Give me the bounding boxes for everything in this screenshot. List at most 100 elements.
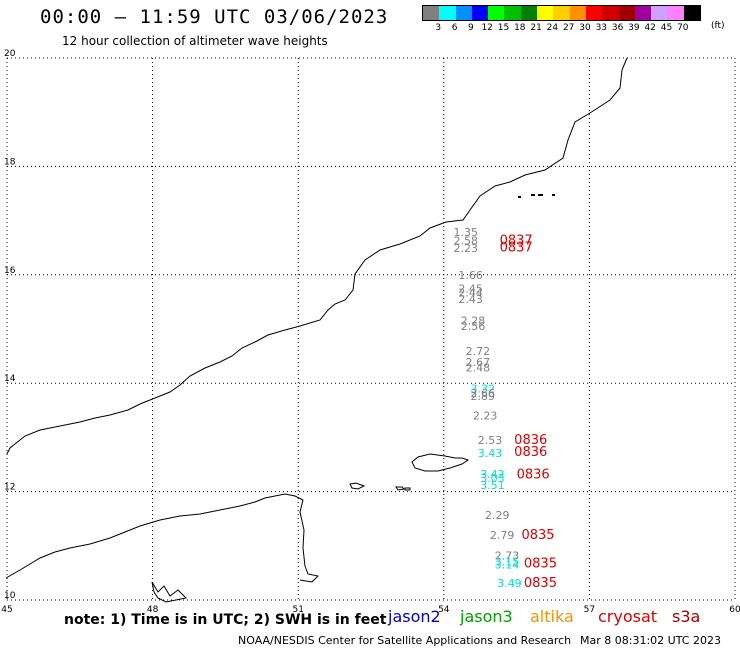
pass-time-label: 0836	[514, 433, 547, 448]
footer-note: note: 1) Time is in UTC; 2) SWH is in fe…	[64, 612, 387, 628]
pass-time-label: 0836	[517, 468, 550, 483]
legend-label: 45	[660, 23, 673, 33]
legend-label: 30	[579, 23, 591, 33]
wave-height-value: 3.43	[478, 447, 503, 460]
islet-e	[531, 194, 535, 196]
somali-coastline	[5, 493, 320, 583]
legend-swatch	[602, 6, 619, 20]
lat-tick-label: 20	[4, 49, 16, 59]
wave-height-value: 2.53	[478, 434, 503, 447]
wave-height-value: 1.35	[454, 226, 479, 239]
wave-height-value: 3.32	[470, 382, 495, 395]
wave-height-value: 3.42	[480, 468, 505, 481]
wave-height-value: 2.67	[466, 356, 491, 369]
socotra-island	[411, 453, 470, 472]
legend-swatch	[520, 6, 538, 20]
lat-tick-label: 16	[4, 266, 16, 276]
lat-tick-label: 18	[4, 157, 16, 167]
wave-height-value: 2.73	[495, 549, 520, 562]
lon-tick-label: 57	[584, 605, 595, 615]
generated-timestamp: Mar 8 08:31:02 UTC 2023	[580, 634, 721, 647]
coastline	[5, 57, 628, 603]
islet-d	[518, 196, 521, 198]
pass-time-label: 0837	[500, 240, 533, 255]
legend-swatch	[585, 6, 603, 20]
lon-tick-label: 45	[1, 605, 12, 615]
legend-swatch	[667, 6, 684, 20]
map-subtitle: 12 hour collection of altimeter wave hei…	[62, 34, 328, 48]
legend-swatch	[553, 6, 570, 20]
wave-height-value: 2.45	[458, 283, 483, 296]
wave-height-value: 3.03	[480, 472, 505, 485]
lon-tick-label: 60	[729, 605, 740, 615]
color-legend: 3 6 9 12 15 18 21 24 27 30 33 36 39 42 45 70	[422, 5, 702, 35]
legend-swatches	[422, 5, 702, 21]
legend-label: 36	[611, 23, 624, 33]
satellite-s3a: s3a	[672, 607, 701, 626]
wave-height-value: 2.66	[470, 387, 495, 400]
wave-height-value: 2.79	[490, 529, 515, 542]
credit-line: NOAA/NESDIS Center for Satellite Applica…	[238, 634, 572, 647]
legend-labels: 3 6 9 12 15 18 21 24 27 30 33 36 39 42 45 70	[422, 21, 701, 35]
legend-unit: (ft)	[711, 21, 725, 31]
legend-swatch	[504, 6, 521, 20]
lon-tick-label: 51	[292, 605, 303, 615]
legend-label: 33	[595, 23, 608, 33]
map-title: 00:00 – 11:59 UTC 03/06/2023	[40, 6, 389, 28]
wave-height-value: 2.89	[470, 390, 495, 403]
legend-swatch	[618, 6, 635, 20]
observations: 1.352.582.231.662.452.442.432.282.562.72…	[454, 226, 557, 591]
wave-height-value: 2.43	[458, 293, 483, 306]
wave-height-value: 2.44	[458, 286, 483, 299]
wave-height-value: 3.51	[480, 479, 505, 492]
satellite-jason3: jason3	[460, 607, 513, 626]
legend-label: 42	[644, 23, 656, 33]
arabian-coastline	[6, 57, 628, 455]
satellite-jason2: jason2	[388, 607, 441, 626]
legend-swatch	[455, 6, 472, 20]
wave-height-value: 2.23	[473, 410, 498, 423]
legend-swatch	[537, 6, 554, 20]
lon-tick-label: 54	[438, 605, 450, 615]
legend-label: 24	[546, 23, 559, 33]
wave-height-value: 3.15	[495, 555, 520, 568]
wave-height-value: 2.56	[461, 320, 486, 333]
islet-b	[395, 486, 406, 491]
legend-label: 15	[497, 23, 510, 33]
islet-c	[404, 487, 411, 491]
legend-swatch	[423, 6, 440, 20]
legend-label: 3	[435, 23, 442, 33]
kuria-muria-islands	[518, 194, 555, 198]
wave-height-value: 2.72	[466, 345, 491, 358]
wave-height-value: 1.66	[458, 269, 483, 282]
wave-height-value: 2.58	[454, 234, 479, 247]
satellite-altika: altika	[530, 607, 574, 626]
pass-time-label: 0835	[524, 556, 557, 571]
islet-g	[552, 194, 555, 196]
lon-tick-label: 48	[147, 605, 159, 615]
satellite-cryosat: cryosat	[598, 607, 658, 626]
wave-height-value: 3.14	[495, 559, 520, 572]
axis-labels: 45 48 51 54 57 60 20 18 16 14 12 10	[1, 49, 740, 615]
pass-time-label: 0835	[521, 528, 554, 543]
lat-tick-label: 12	[4, 483, 15, 493]
legend-label: 70	[677, 23, 689, 33]
lat-tick-label: 14	[4, 374, 16, 384]
legend-swatch	[651, 6, 668, 20]
legend-label: 39	[628, 23, 640, 33]
legend-swatch	[439, 6, 456, 20]
legend-label: 12	[481, 23, 493, 33]
legend-label: 9	[468, 23, 474, 33]
legend-label: 21	[530, 23, 542, 33]
islet-a	[349, 482, 366, 490]
legend-swatch	[683, 6, 701, 20]
legend-swatch	[569, 6, 586, 20]
islet-f	[538, 194, 543, 196]
legend-swatch	[634, 6, 652, 20]
pass-time-label: 0835	[524, 576, 557, 591]
legend-swatch	[471, 6, 489, 20]
wave-height-value: 2.29	[485, 509, 510, 522]
pass-time-label: 0836	[514, 445, 547, 460]
wave-height-value: 2.48	[466, 361, 491, 374]
